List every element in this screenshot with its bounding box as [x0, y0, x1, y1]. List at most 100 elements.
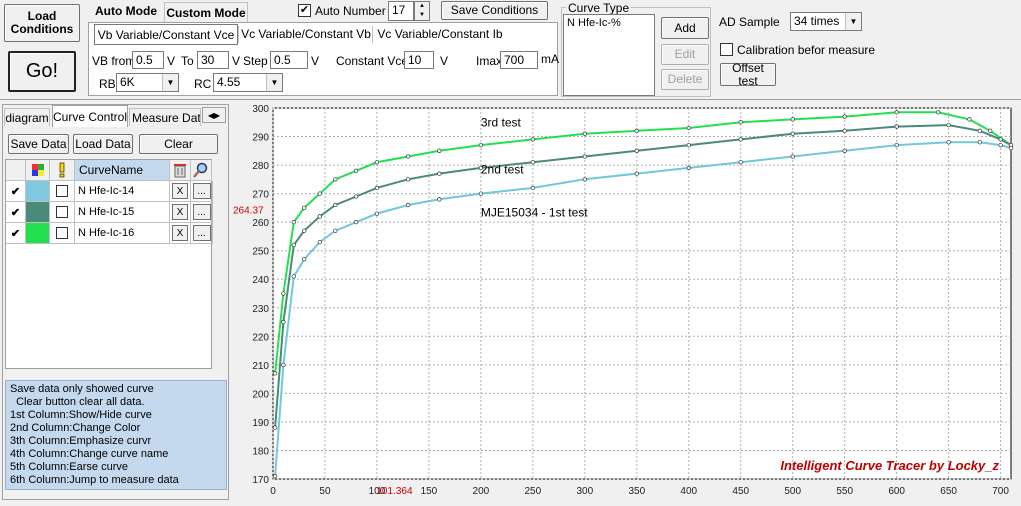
chevron-down-icon[interactable]: ▼ — [266, 74, 282, 91]
edit-button[interactable]: Edit — [661, 44, 709, 65]
load-data-button[interactable]: Load Data — [73, 134, 133, 154]
erase-curve-button[interactable]: X — [172, 204, 188, 220]
curve-type-list[interactable]: N Hfe-Ic-% — [563, 14, 655, 96]
show-hide-checkbox[interactable]: ✔ — [6, 202, 26, 223]
y-tick-label: 170 — [252, 475, 269, 486]
data-point — [977, 140, 982, 145]
data-point — [281, 319, 286, 325]
curve-name-cell[interactable]: N Hfe-Ic-14 — [75, 181, 170, 202]
chevron-down-icon[interactable]: ▼ — [845, 13, 861, 30]
hfe-ic-chart[interactable]: 170 180 190 200 210 220 230 240 250 260 270 280 290 3… — [232, 104, 1021, 503]
x-tick-label: 250 — [525, 486, 542, 497]
emphasize-checkbox-cell[interactable] — [50, 181, 75, 202]
calibration-checkbox[interactable] — [720, 43, 733, 56]
jump-to-data-button[interactable]: ... — [192, 204, 211, 220]
erase-curve-button[interactable]: X — [172, 225, 188, 241]
tab-measure-data[interactable]: Measure Data — [129, 108, 201, 126]
emphasize-checkbox[interactable] — [56, 227, 68, 239]
data-point — [302, 228, 307, 233]
imax-label: Imax — [476, 54, 503, 68]
y-tick-label: 180 — [252, 446, 269, 457]
data-point — [738, 160, 743, 165]
constant-vce-input[interactable]: 10 — [404, 51, 434, 69]
imax-input[interactable]: 700 — [500, 51, 538, 69]
tab-scroll-arrows[interactable]: ◀▶ — [202, 107, 226, 123]
tab-auto-mode[interactable]: Auto Mode — [90, 0, 162, 22]
ad-sample-select[interactable]: 34 times ▼ — [790, 12, 862, 31]
data-point — [291, 274, 296, 279]
data-point — [946, 140, 951, 145]
data-point — [998, 137, 1003, 142]
y-tick-label: 290 — [252, 133, 269, 144]
auto-number-input[interactable]: 17 — [388, 1, 414, 21]
chart-frame: 170 180 190 200 210 220 230 240 250 260 270 280 290 3… — [232, 104, 1021, 503]
color-grid-icon — [26, 160, 50, 181]
x-tick-label: 200 — [473, 486, 490, 497]
tab-divider — [372, 26, 373, 43]
curve-color-swatch[interactable] — [26, 202, 50, 223]
data-point — [582, 154, 587, 159]
curve-name-cell[interactable]: N Hfe-Ic-16 — [75, 223, 170, 244]
jump-to-data-button[interactable]: ... — [192, 225, 211, 241]
tab-curve-control[interactable]: Curve Control — [52, 105, 128, 127]
step-input[interactable]: 0.5 — [270, 51, 308, 69]
data-point — [686, 142, 691, 148]
data-point — [634, 171, 639, 176]
cursor-y-readout: 264.37 — [233, 206, 264, 217]
y-tick-label: 260 — [252, 218, 269, 229]
y-tick-label: 300 — [252, 104, 269, 115]
tab-vc-variable-ib[interactable]: Vc Variable/Constant Ib — [377, 27, 503, 41]
clear-button[interactable]: Clear — [139, 134, 218, 154]
data-point — [894, 142, 899, 148]
auto-number-checkbox[interactable]: ✔ — [298, 4, 311, 17]
data-point — [842, 114, 847, 119]
data-point — [405, 154, 411, 159]
emphasize-checkbox-cell[interactable] — [50, 223, 75, 244]
erase-curve-button[interactable]: X — [172, 183, 188, 199]
vb-from-unit: V — [167, 54, 176, 68]
save-data-button[interactable]: Save Data — [8, 134, 69, 154]
offset-test-button[interactable]: Offset test — [720, 61, 776, 87]
add-button[interactable]: Add — [661, 17, 709, 39]
tab-vc-variable-vb[interactable]: Vc Variable/Constant Vb — [241, 27, 371, 41]
tab-diagram[interactable]: diagram — [4, 108, 50, 126]
trash-icon — [170, 160, 191, 181]
data-point — [530, 137, 536, 142]
to-input[interactable]: 30 — [197, 51, 229, 69]
show-hide-checkbox[interactable]: ✔ — [6, 181, 26, 202]
x-tick-label: 0 — [270, 486, 276, 497]
data-point — [354, 168, 359, 173]
curve-name-cell[interactable]: N Hfe-Ic-15 — [75, 202, 170, 223]
x-tick-label: 650 — [940, 486, 957, 497]
tab-vb-variable[interactable]: Vb Variable/Constant Vce — [94, 24, 238, 45]
rb-select[interactable]: 6K ▼ — [116, 73, 179, 92]
auto-number-spinner[interactable]: ▲ ▼ — [414, 1, 430, 21]
vb-from-input[interactable]: 0.5 — [132, 51, 164, 69]
ad-sample-value: 34 times — [794, 14, 840, 28]
x-tick-label: 450 — [732, 486, 749, 497]
data-point — [842, 128, 847, 133]
jump-data-cell: ... — [191, 202, 213, 223]
emphasize-checkbox[interactable] — [56, 185, 68, 197]
jump-to-data-button[interactable]: ... — [192, 183, 211, 199]
emphasize-checkbox[interactable] — [56, 206, 68, 218]
curve-type-group — [561, 7, 711, 97]
emphasize-checkbox-cell[interactable] — [50, 202, 75, 223]
help-line: 1st Column:Show/Hide curve — [10, 409, 152, 421]
curve-type-item[interactable]: N Hfe-Ic-% — [567, 17, 621, 29]
chevron-down-icon[interactable]: ▼ — [162, 74, 178, 91]
delete-button[interactable]: Delete — [661, 69, 709, 90]
show-hide-checkbox[interactable]: ✔ — [6, 223, 26, 244]
load-conditions-button[interactable]: Load Conditions — [4, 4, 80, 42]
go-button[interactable]: Go! — [8, 51, 76, 92]
save-conditions-button[interactable]: Save Conditions — [441, 1, 548, 20]
rc-select[interactable]: 4.55 ▼ — [213, 73, 283, 92]
curve-color-swatch[interactable] — [26, 223, 50, 244]
tab-custom-mode[interactable]: Custom Mode — [164, 2, 248, 22]
curve-color-swatch[interactable] — [26, 181, 50, 202]
x-tick-label: 50 — [319, 486, 331, 497]
series-annotation: 3rd test — [481, 116, 522, 130]
help-line: Clear button clear all data. — [10, 396, 145, 408]
data-point — [977, 128, 982, 133]
data-point — [790, 117, 795, 122]
